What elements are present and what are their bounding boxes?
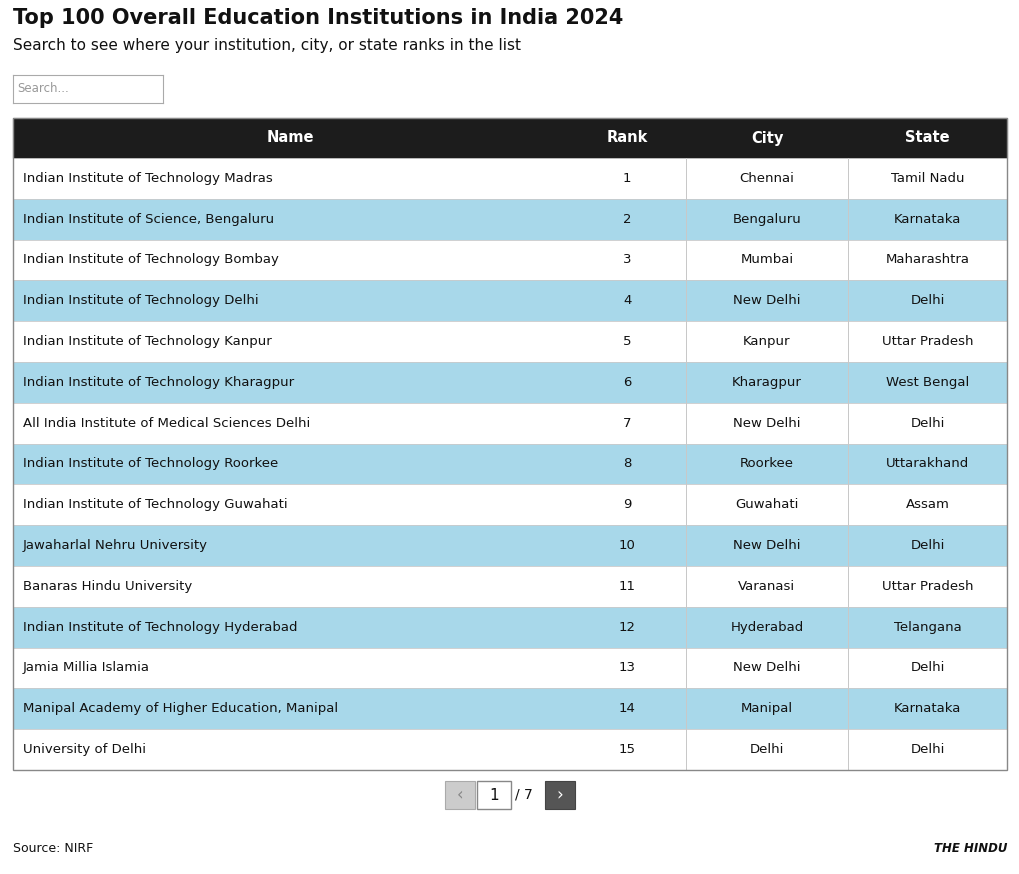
Text: State: State	[904, 130, 949, 145]
Text: City: City	[750, 130, 783, 145]
Text: West Bengal: West Bengal	[884, 376, 968, 389]
Text: 13: 13	[619, 662, 635, 675]
Text: University of Delhi: University of Delhi	[23, 743, 146, 756]
Text: New Delhi: New Delhi	[733, 417, 800, 430]
Text: Jawaharlal Nehru University: Jawaharlal Nehru University	[23, 539, 208, 552]
Text: 8: 8	[623, 457, 631, 470]
Text: Name: Name	[267, 130, 314, 145]
Text: Uttar Pradesh: Uttar Pradesh	[880, 580, 972, 593]
Text: 11: 11	[619, 580, 635, 593]
Text: Maharashtra: Maharashtra	[884, 253, 968, 267]
Text: 1: 1	[489, 787, 498, 802]
Text: Search to see where your institution, city, or state ranks in the list: Search to see where your institution, ci…	[13, 38, 521, 53]
Text: Kanpur: Kanpur	[743, 335, 790, 348]
Text: New Delhi: New Delhi	[733, 539, 800, 552]
Text: Roorkee: Roorkee	[739, 457, 793, 470]
Text: Indian Institute of Technology Hyderabad: Indian Institute of Technology Hyderabad	[23, 621, 298, 634]
Text: 10: 10	[619, 539, 635, 552]
Text: All India Institute of Medical Sciences Delhi: All India Institute of Medical Sciences …	[23, 417, 310, 430]
Text: Telangana: Telangana	[893, 621, 961, 634]
Text: Delhi: Delhi	[909, 295, 944, 308]
Text: Jamia Millia Islamia: Jamia Millia Islamia	[23, 662, 150, 675]
Text: Karnataka: Karnataka	[893, 212, 960, 225]
Text: Rank: Rank	[606, 130, 647, 145]
Text: 14: 14	[619, 703, 635, 715]
Text: 15: 15	[619, 743, 635, 756]
Text: THE HINDU: THE HINDU	[932, 842, 1006, 855]
Text: / 7: / 7	[515, 788, 532, 802]
Text: Karnataka: Karnataka	[893, 703, 960, 715]
Text: 5: 5	[623, 335, 631, 348]
Text: Guwahati: Guwahati	[735, 498, 798, 511]
Text: Kharagpur: Kharagpur	[732, 376, 801, 389]
Text: 3: 3	[623, 253, 631, 267]
Text: Varanasi: Varanasi	[738, 580, 795, 593]
Text: Bengaluru: Bengaluru	[732, 212, 801, 225]
Text: Manipal: Manipal	[740, 703, 792, 715]
Text: ›: ›	[556, 786, 562, 804]
Text: Mumbai: Mumbai	[740, 253, 793, 267]
Text: 7: 7	[623, 417, 631, 430]
Text: Delhi: Delhi	[909, 417, 944, 430]
Text: Indian Institute of Technology Guwahati: Indian Institute of Technology Guwahati	[23, 498, 287, 511]
Text: Indian Institute of Technology Madras: Indian Institute of Technology Madras	[23, 172, 272, 185]
Text: Banaras Hindu University: Banaras Hindu University	[23, 580, 192, 593]
Text: 1: 1	[623, 172, 631, 185]
Text: Delhi: Delhi	[909, 743, 944, 756]
Text: Delhi: Delhi	[909, 539, 944, 552]
Text: Search...: Search...	[17, 82, 69, 95]
Text: 4: 4	[623, 295, 631, 308]
Text: Indian Institute of Technology Bombay: Indian Institute of Technology Bombay	[23, 253, 278, 267]
Text: Uttarakhand: Uttarakhand	[884, 457, 968, 470]
Text: New Delhi: New Delhi	[733, 295, 800, 308]
Text: Manipal Academy of Higher Education, Manipal: Manipal Academy of Higher Education, Man…	[23, 703, 337, 715]
Text: Chennai: Chennai	[739, 172, 794, 185]
Text: 12: 12	[619, 621, 635, 634]
Text: ‹: ‹	[457, 786, 463, 804]
Text: Indian Institute of Technology Delhi: Indian Institute of Technology Delhi	[23, 295, 259, 308]
Text: 9: 9	[623, 498, 631, 511]
Text: Indian Institute of Technology Kharagpur: Indian Institute of Technology Kharagpur	[23, 376, 293, 389]
Text: Delhi: Delhi	[909, 662, 944, 675]
Text: 6: 6	[623, 376, 631, 389]
Text: 2: 2	[623, 212, 631, 225]
Text: Top 100 Overall Education Institutions in India 2024: Top 100 Overall Education Institutions i…	[13, 8, 623, 28]
Text: Hyderabad: Hyderabad	[730, 621, 803, 634]
Text: Indian Institute of Technology Roorkee: Indian Institute of Technology Roorkee	[23, 457, 278, 470]
Text: Source: NIRF: Source: NIRF	[13, 842, 93, 855]
Text: Assam: Assam	[905, 498, 949, 511]
Text: Indian Institute of Science, Bengaluru: Indian Institute of Science, Bengaluru	[23, 212, 274, 225]
Text: Indian Institute of Technology Kanpur: Indian Institute of Technology Kanpur	[23, 335, 271, 348]
Text: Tamil Nadu: Tamil Nadu	[890, 172, 963, 185]
Text: Delhi: Delhi	[749, 743, 784, 756]
Text: New Delhi: New Delhi	[733, 662, 800, 675]
Text: Uttar Pradesh: Uttar Pradesh	[880, 335, 972, 348]
